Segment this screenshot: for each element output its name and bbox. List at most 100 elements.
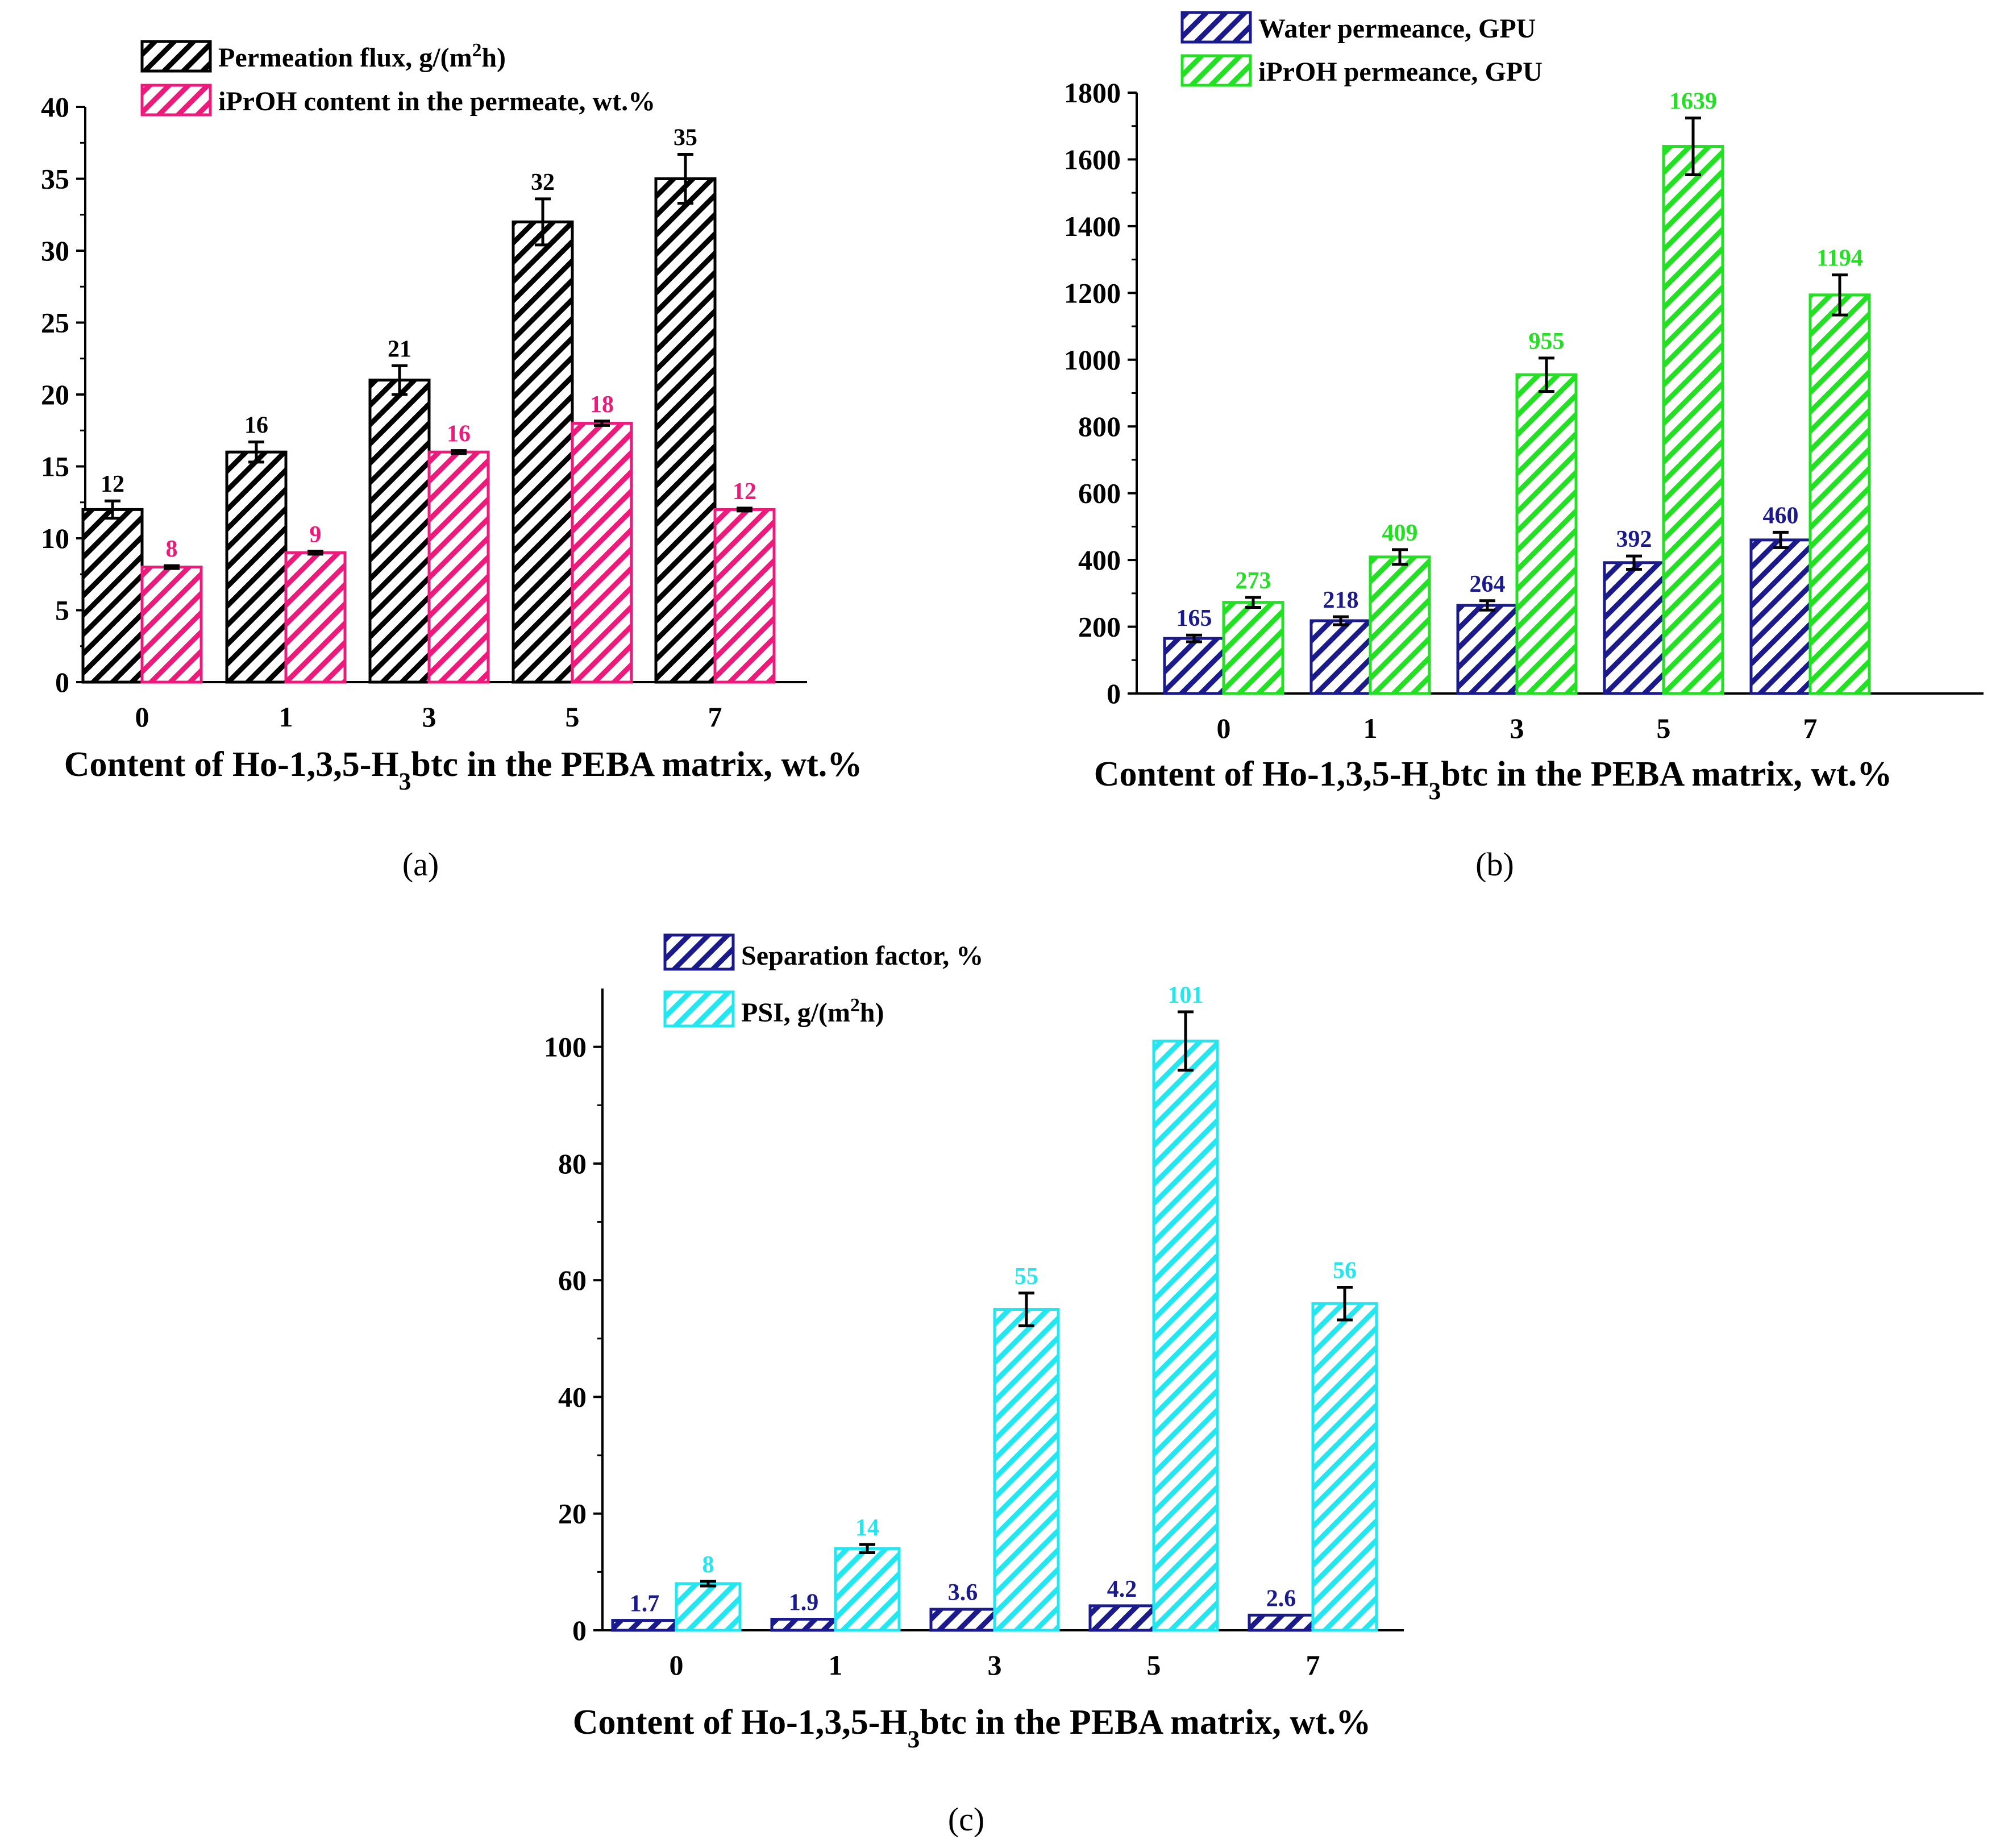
data-label: 218: [1323, 587, 1359, 613]
y-tick-label: 40: [41, 91, 69, 123]
x-axis-title: Content of Ho-1,3,5-H3btc in the PEBA ma…: [1094, 755, 1893, 805]
data-label: 460: [1763, 503, 1799, 529]
error-bar: [1333, 615, 1349, 626]
error-bar: [164, 564, 180, 570]
error-bar: [535, 197, 551, 247]
legend-entry: Permeation flux, g/(m2h): [218, 40, 506, 73]
error-bar: [859, 1543, 875, 1554]
x-tick-label: 5: [566, 701, 580, 733]
bar-b-0-4: [1749, 538, 1812, 695]
y-tick-label: 60: [558, 1264, 587, 1296]
error-bar: [1392, 548, 1408, 566]
y-tick-label: 1600: [1064, 143, 1121, 175]
error-bar: [594, 420, 610, 427]
data-label: 55: [1015, 1264, 1038, 1290]
y-tick-label: 1000: [1064, 344, 1121, 376]
error-bar: [677, 152, 693, 205]
data-label: 16: [244, 412, 268, 438]
data-label: 273: [1236, 568, 1271, 594]
data-label: 9: [310, 522, 322, 548]
error-bar: [1178, 1010, 1194, 1072]
legend-swatch: [140, 40, 212, 73]
error-bar: [1773, 530, 1789, 549]
error-bar: [1832, 273, 1848, 317]
error-bar: [1337, 1285, 1353, 1322]
data-label: 1.9: [789, 1589, 819, 1616]
data-label: 409: [1382, 520, 1418, 546]
bar-a-0-1: [225, 450, 288, 684]
bar-a-0-2: [368, 379, 431, 684]
bar-c-0-0: [611, 1619, 678, 1632]
data-label: 1194: [1816, 246, 1863, 272]
legend-entry: Water permeance, GPU: [1258, 14, 1536, 44]
bar-a-1-2: [427, 450, 490, 684]
data-label: 955: [1529, 329, 1565, 355]
error-bar: [451, 449, 467, 455]
x-tick-label: 1: [829, 1649, 843, 1681]
legend-entry: iPrOH permeance, GPU: [1258, 57, 1543, 87]
y-tick-label: 40: [558, 1381, 587, 1413]
data-label: 12: [101, 471, 124, 497]
y-tick-label: 200: [1078, 611, 1121, 643]
bar-a-0-4: [654, 177, 717, 684]
legend-entry: Separation factor, %: [741, 941, 983, 971]
bar-a-0-0: [81, 508, 144, 684]
y-tick-label: 0: [572, 1614, 587, 1646]
bar-b-1-2: [1515, 373, 1578, 695]
data-label: 32: [531, 169, 555, 196]
bar-b-1-4: [1808, 293, 1871, 695]
error-bar: [1626, 554, 1642, 571]
y-tick-label: 25: [41, 307, 69, 339]
bar-c-1-4: [1311, 1302, 1378, 1632]
data-label: 18: [590, 392, 614, 418]
error-bar: [105, 499, 120, 520]
error-bar: [392, 364, 408, 396]
y-tick-label: 10: [41, 522, 69, 554]
data-label: 8: [166, 536, 178, 562]
legend-entry: iPrOH content in the permeate, wt.%: [218, 86, 655, 117]
bar-a-0-3: [512, 220, 574, 684]
x-tick-label: 5: [1147, 1649, 1161, 1681]
bar-b-1-1: [1369, 555, 1431, 695]
bar-c-0-1: [770, 1617, 837, 1632]
figure-caption: (a): [402, 846, 439, 883]
y-tick-label: 5: [55, 595, 69, 626]
x-tick-label: 3: [1510, 712, 1524, 744]
bar-b-1-3: [1662, 145, 1724, 695]
data-label: 165: [1176, 605, 1212, 632]
x-tick-label: 5: [1657, 712, 1671, 744]
legend-swatch: [140, 84, 212, 117]
legend-swatch: [663, 990, 735, 1028]
x-tick-label: 0: [135, 701, 149, 733]
bar-c-1-1: [834, 1547, 901, 1632]
x-tick-label: 0: [1217, 712, 1231, 744]
error-bar: [1018, 1291, 1034, 1327]
error-bar: [1245, 596, 1261, 609]
bar-c-1-2: [993, 1308, 1060, 1632]
error-bar: [1685, 117, 1701, 176]
data-label: 21: [388, 336, 411, 362]
bar-b-0-1: [1309, 619, 1372, 695]
y-tick-label: 80: [558, 1148, 587, 1180]
error-bar: [1186, 633, 1202, 643]
data-label: 2.6: [1266, 1585, 1296, 1612]
bar-c-0-4: [1248, 1613, 1315, 1632]
figure-caption: (b): [1475, 846, 1514, 883]
bar-b-0-2: [1456, 604, 1519, 695]
bar-c-1-0: [675, 1582, 742, 1632]
y-tick-label: 20: [41, 379, 69, 410]
legend-entry: PSI, g/(m2h): [741, 995, 884, 1028]
error-bar: [700, 1580, 716, 1588]
y-tick-label: 1200: [1064, 277, 1121, 309]
error-bar: [1479, 599, 1495, 612]
bar-b-0-0: [1163, 637, 1225, 695]
x-tick-label: 1: [279, 701, 293, 733]
x-axis-title: Content of Ho-1,3,5-H3btc in the PEBA ma…: [64, 745, 863, 795]
y-tick-label: 20: [558, 1498, 587, 1530]
legend-swatch: [663, 933, 735, 971]
data-label: 1639: [1669, 89, 1717, 115]
x-axis-title: Content of Ho-1,3,5-H3btc in the PEBA ma…: [573, 1703, 1371, 1753]
data-label: 4.2: [1107, 1576, 1137, 1602]
